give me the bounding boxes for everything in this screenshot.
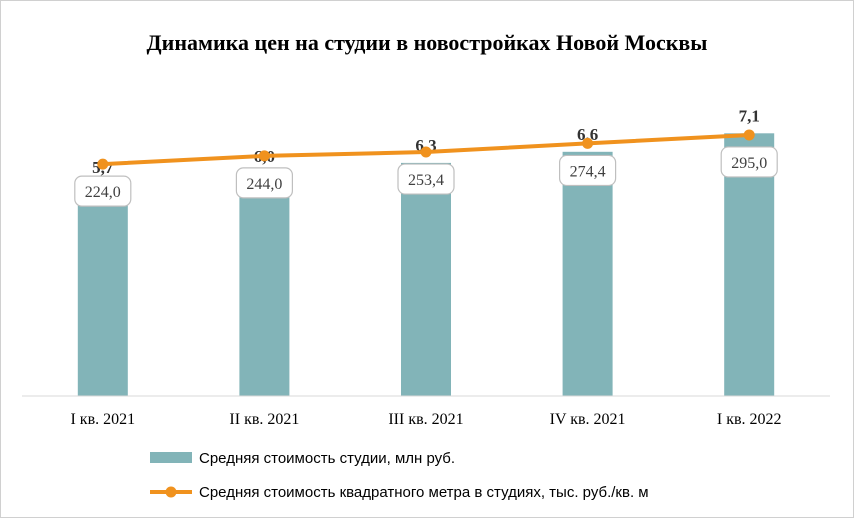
- line-value-box-4: [558, 154, 617, 187]
- bar-value-label-5: 7,1: [739, 106, 760, 125]
- line-value-box-1: [74, 175, 132, 207]
- line-point-1: [97, 158, 109, 170]
- line-value-label-5: 295,0: [731, 155, 767, 172]
- line-point-2: [258, 150, 270, 162]
- legend-bar-swatch: [150, 452, 192, 463]
- x-tick-label-1: I кв. 2021: [70, 411, 135, 428]
- legend-line-marker: [165, 486, 177, 498]
- line-value-label-3: 253,4: [408, 172, 444, 189]
- line-point-3: [420, 146, 432, 158]
- x-tick-labels: I кв. 2021 II кв. 2021 III кв. 2021 IV кв. …: [70, 411, 781, 428]
- bar-3: [401, 162, 451, 396]
- line-series: [97, 129, 755, 170]
- line-point-4: [582, 137, 594, 149]
- line-data-labels: 224,0 244,0 253,4 274,4 295,0: [74, 146, 778, 207]
- line-value-box-3: [397, 163, 455, 195]
- line-value-label-2: 244,0: [246, 176, 282, 193]
- bar-2: [239, 174, 290, 396]
- legend-line-label: Средняя стоимость квадратного метра в ст…: [199, 484, 649, 501]
- x-tick-label-5: I кв. 2022: [717, 411, 782, 428]
- legend-bar-label: Средняя стоимость студии, млн руб.: [199, 450, 455, 467]
- bar-data-labels: 5,76,06,36,67,1: [92, 106, 760, 177]
- line-value-box-2: [235, 167, 293, 199]
- line-point-5: [743, 129, 755, 141]
- bar-value-label-4: 6,6: [577, 125, 598, 144]
- line-value-label-1: 224,0: [85, 184, 121, 201]
- chart-title: Динамика цен на студии в новостройках Но…: [147, 30, 708, 55]
- line-value-box-5: [720, 146, 778, 178]
- bar-4: [562, 151, 613, 396]
- x-tick-label-4: IV кв. 2021: [550, 411, 626, 428]
- bar-1: [77, 185, 128, 396]
- x-tick-label-2: II кв. 2021: [229, 411, 299, 428]
- legend: Средняя стоимость студии, млн руб. Средн…: [150, 450, 649, 501]
- line-value-label-4: 274,4: [570, 163, 606, 180]
- x-tick-label-3: III кв. 2021: [388, 411, 463, 428]
